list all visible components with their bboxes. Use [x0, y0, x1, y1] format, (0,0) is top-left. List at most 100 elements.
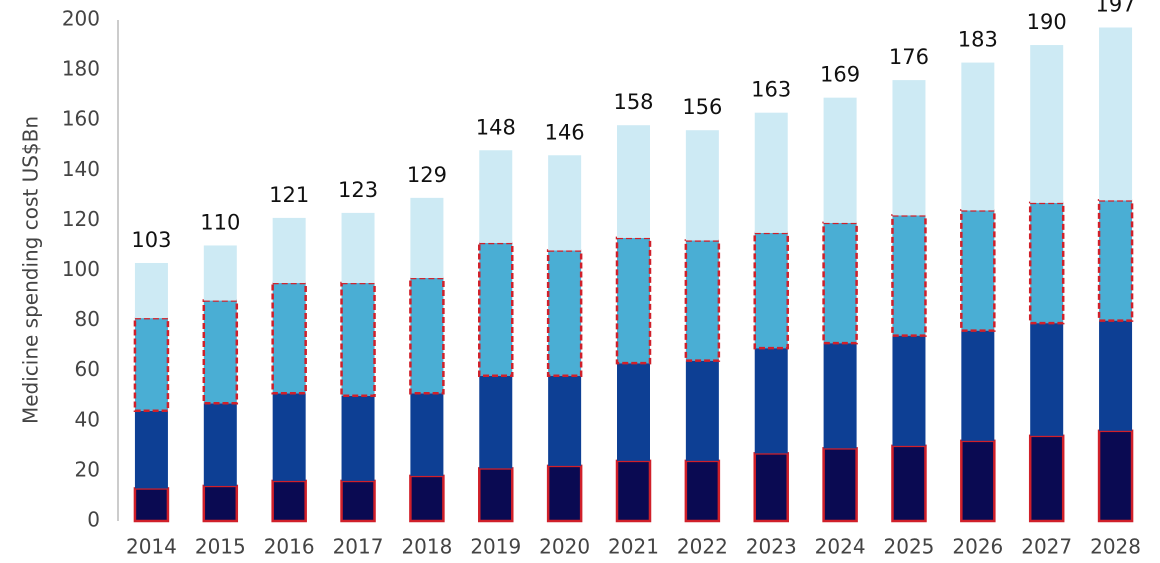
total-label: 158 [613, 90, 653, 114]
bar-segment [134, 410, 168, 489]
x-tick-label: 2024 [815, 535, 866, 559]
bar-segment [340, 479, 376, 523]
bar-segment [753, 452, 789, 523]
bar-segment [133, 316, 170, 413]
y-tick-label: 140 [62, 157, 100, 181]
bar-segment [685, 360, 719, 461]
y-tick-label: 180 [62, 57, 100, 81]
bar-segment [891, 444, 927, 523]
bar-segment [822, 221, 858, 345]
total-label: 103 [131, 228, 171, 252]
total-label: 169 [820, 63, 860, 87]
bar-segment [341, 212, 375, 284]
bar-segment [272, 217, 306, 284]
bar-segment [548, 375, 582, 466]
x-tick-label: 2021 [608, 535, 659, 559]
bar-segment [134, 262, 168, 319]
bar-segment [271, 281, 307, 395]
x-tick-label: 2014 [126, 535, 177, 559]
y-tick-label: 200 [62, 7, 100, 31]
bar-segment [1097, 199, 1134, 322]
total-label: 110 [200, 210, 240, 234]
bar-segment [961, 62, 995, 211]
bar-segment [271, 479, 307, 523]
y-tick-label: 80 [75, 307, 100, 331]
bar-segment [1030, 323, 1064, 436]
x-tick-label: 2020 [539, 535, 590, 559]
bar-segment [478, 467, 514, 523]
bar-segment [341, 395, 375, 481]
bar-segment [892, 80, 926, 216]
bar-segment [822, 447, 858, 523]
total-label: 163 [751, 78, 791, 102]
bar-segment [410, 393, 444, 476]
bar-segment [685, 130, 719, 241]
bar-segment [340, 281, 376, 397]
bar-segment [823, 97, 857, 223]
bar-segment [548, 155, 582, 251]
bar-segment [479, 150, 513, 243]
total-label: 190 [1027, 10, 1067, 34]
bar-segment [202, 299, 239, 405]
x-tick-label: 2022 [677, 535, 728, 559]
x-tick-label: 2026 [952, 535, 1003, 559]
bar-segment [892, 335, 926, 446]
y-axis-label: Medicine spending cost US$Bn [19, 116, 43, 424]
bar-segment [891, 214, 927, 337]
total-label: 121 [269, 183, 309, 207]
total-label: 123 [338, 178, 378, 202]
bar-segment [546, 249, 583, 377]
y-tick-label: 0 [87, 508, 100, 532]
bar-segment [1030, 45, 1064, 203]
x-tick-label: 2017 [333, 535, 384, 559]
bar-segment [409, 474, 445, 523]
bar-segment [960, 439, 996, 523]
x-tick-label: 2025 [884, 535, 935, 559]
x-tick-label: 2016 [264, 535, 315, 559]
x-tick-label: 2028 [1090, 535, 1141, 559]
total-label: 176 [889, 45, 929, 69]
total-label: 146 [545, 120, 585, 144]
bar-segment [409, 276, 445, 395]
bar-segment [617, 125, 650, 238]
bar-segment [546, 464, 583, 523]
bar-segment [753, 231, 789, 350]
bar-segment [615, 236, 652, 365]
bar-segment [615, 459, 652, 523]
x-tick-label: 2015 [195, 535, 246, 559]
x-tick-label: 2023 [746, 535, 797, 559]
total-label: 129 [407, 163, 447, 187]
total-label: 183 [958, 28, 998, 52]
bar-segment [1099, 27, 1133, 201]
bar-segment [1028, 434, 1065, 523]
bar-segment [1097, 429, 1134, 523]
y-tick-label: 120 [62, 207, 100, 231]
bar-segment [203, 245, 237, 301]
bar-segment [1028, 201, 1065, 325]
total-label: 197 [1096, 0, 1136, 17]
bar-segment [272, 393, 306, 481]
bar-segment [410, 197, 444, 279]
bar-segment [479, 375, 513, 469]
bar-segment [754, 348, 788, 454]
bar-segment [133, 487, 170, 523]
y-tick-label: 20 [75, 457, 100, 481]
bar-segment [684, 459, 721, 523]
bar-segment [684, 239, 721, 362]
bar-segment [203, 403, 237, 486]
bar-segment [823, 343, 857, 449]
x-tick-label: 2019 [470, 535, 521, 559]
total-label: 156 [682, 95, 722, 119]
x-tick-label: 2018 [401, 535, 452, 559]
bar-segment [202, 484, 239, 523]
bar-segment [960, 209, 996, 332]
bar-segment [478, 241, 514, 377]
x-tick-label: 2027 [1021, 535, 1072, 559]
y-tick-label: 60 [75, 357, 100, 381]
y-tick-label: 40 [75, 407, 100, 431]
y-tick-label: 100 [62, 257, 100, 281]
total-label: 148 [476, 115, 516, 139]
bar-segment [754, 112, 788, 233]
bar-segment [961, 330, 995, 441]
